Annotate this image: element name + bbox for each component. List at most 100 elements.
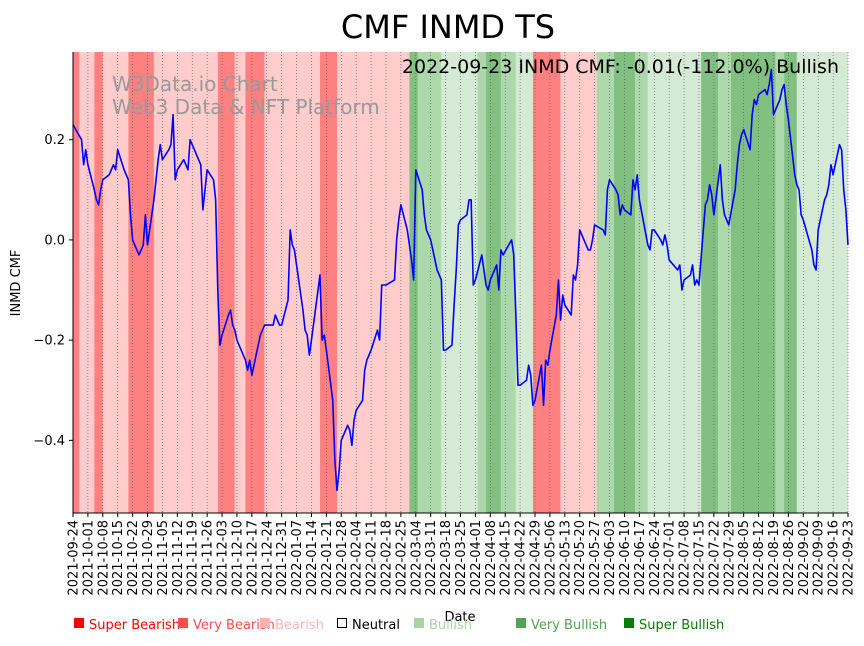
x-tick-label: 2022-04-29 bbox=[529, 520, 544, 596]
regime-band-bullish bbox=[500, 52, 516, 513]
x-tick-label: 2022-01-28 bbox=[335, 520, 350, 596]
x-tick-label: 2021-10-08 bbox=[96, 520, 111, 596]
y-tick-label: 0.0 bbox=[44, 233, 65, 248]
x-tick-label: 2021-11-19 bbox=[186, 520, 201, 596]
x-tick-label: 2022-06-03 bbox=[603, 520, 618, 596]
x-tick-label: 2021-09-24 bbox=[67, 520, 82, 596]
x-tick-label: 2021-10-29 bbox=[141, 520, 156, 596]
legend-label: Neutral bbox=[352, 618, 400, 633]
y-tick-label: 0.2 bbox=[44, 133, 65, 148]
x-tick-label: 2022-08-26 bbox=[782, 520, 797, 596]
x-tick-label: 2022-04-08 bbox=[484, 520, 499, 596]
x-tick-label: 2022-02-04 bbox=[350, 520, 365, 596]
y-tick-label: −0.2 bbox=[33, 334, 65, 349]
legend-label: Bearish bbox=[275, 618, 324, 633]
regime-band-bearish bbox=[264, 52, 320, 513]
y-tick-label: −0.4 bbox=[33, 434, 65, 449]
x-tick-label: 2022-02-11 bbox=[365, 520, 380, 596]
legend-entry: Bearish bbox=[260, 618, 324, 633]
x-tick-label: 2022-04-22 bbox=[514, 520, 529, 596]
legend-label: Super Bullish bbox=[639, 618, 724, 633]
legend-swatch bbox=[337, 618, 347, 628]
x-tick-label: 2021-12-03 bbox=[216, 520, 231, 596]
regime-band-very_bullish bbox=[784, 52, 797, 513]
regime-band-very_bearish bbox=[217, 52, 235, 513]
x-tick-label: 2021-10-01 bbox=[81, 520, 96, 596]
x-tick-label: 2021-10-15 bbox=[111, 520, 126, 596]
x-tick-label: 2022-09-09 bbox=[812, 520, 827, 596]
x-tick-label: 2022-03-18 bbox=[439, 520, 454, 596]
regime-band-very_bearish bbox=[94, 52, 103, 513]
x-tick-label: 2021-10-22 bbox=[126, 520, 141, 596]
regime-band-very_bullish bbox=[701, 52, 719, 513]
x-axis-label: Date bbox=[444, 610, 475, 625]
legend-swatch bbox=[516, 618, 526, 628]
x-tick-label: 2021-11-12 bbox=[171, 520, 186, 596]
regime-band-bullish bbox=[596, 52, 614, 513]
regime-band-very_bullish bbox=[613, 52, 636, 513]
y-axis-ticks: 0.2 0.0 −0.2 −0.4 bbox=[33, 133, 73, 449]
regime-band-very_bearish bbox=[245, 52, 265, 513]
x-tick-label: 2022-07-29 bbox=[722, 520, 737, 596]
x-tick-label: 2022-06-24 bbox=[648, 520, 663, 596]
x-axis-ticks: 2021-09-24 2021-10-01 2021-10-08 2021-10-15… bbox=[67, 513, 857, 596]
legend-entry: Very Bullish bbox=[516, 618, 607, 633]
x-tick-label: 2021-12-17 bbox=[245, 520, 260, 596]
x-tick-label: 2022-05-20 bbox=[573, 520, 588, 596]
x-tick-label: 2022-05-27 bbox=[588, 520, 603, 596]
y-axis-label: INMD CMF bbox=[9, 250, 24, 317]
regime-band-bearish bbox=[102, 52, 129, 513]
x-tick-label: 2022-05-13 bbox=[558, 520, 573, 596]
regime-band-bearish bbox=[337, 52, 410, 513]
legend-label: Very Bearish bbox=[193, 618, 275, 633]
x-tick-label: 2022-04-01 bbox=[469, 520, 484, 596]
regime-band-very_bullish bbox=[486, 52, 501, 513]
regime-band-very_bearish bbox=[532, 52, 561, 513]
regime-band-very_bearish bbox=[73, 52, 80, 513]
x-tick-label: 2022-08-19 bbox=[767, 520, 782, 596]
legend-swatch bbox=[414, 618, 424, 628]
legend-label: Bullish bbox=[429, 618, 472, 633]
x-tick-label: 2022-02-18 bbox=[379, 520, 394, 596]
x-tick-label: 2022-06-10 bbox=[618, 520, 633, 596]
regime-band-bullish bbox=[417, 52, 442, 513]
legend-entry: Neutral bbox=[337, 618, 400, 633]
x-tick-label: 2022-03-25 bbox=[454, 520, 469, 596]
legend-entry: Super Bearish bbox=[74, 618, 180, 633]
legend-label: Super Bearish bbox=[89, 618, 180, 633]
x-tick-label: 2022-07-22 bbox=[707, 520, 722, 596]
watermark-line-2: Web3 Data & NFT Platform bbox=[112, 95, 380, 119]
regime-band-bullish bbox=[775, 52, 785, 513]
x-tick-label: 2022-01-21 bbox=[320, 520, 335, 596]
x-tick-label: 2022-01-07 bbox=[290, 520, 305, 596]
x-tick-label: 2022-09-02 bbox=[797, 520, 812, 596]
x-tick-label: 2022-09-23 bbox=[842, 520, 857, 596]
regime-band-bearish bbox=[153, 52, 218, 513]
regime-band-bullish bbox=[477, 52, 487, 513]
regime-band-very_bullish bbox=[730, 52, 776, 513]
regime-band-neutral_green bbox=[796, 52, 848, 513]
x-tick-label: 2022-07-15 bbox=[692, 520, 707, 596]
regime-band-bearish bbox=[234, 52, 246, 513]
legend-swatch bbox=[260, 618, 270, 628]
regime-band-bearish bbox=[79, 52, 95, 513]
x-tick-label: 2021-11-05 bbox=[156, 520, 171, 596]
regime-band-very_bullish bbox=[409, 52, 418, 513]
x-tick-label: 2022-07-08 bbox=[678, 520, 693, 596]
regime-band-very_bearish bbox=[128, 52, 154, 513]
regime-band-bullish bbox=[718, 52, 731, 513]
x-tick-label: 2021-11-26 bbox=[201, 520, 216, 596]
x-tick-label: 2022-01-14 bbox=[305, 520, 320, 596]
x-tick-label: 2022-08-05 bbox=[737, 520, 752, 596]
x-tick-label: 2021-12-10 bbox=[230, 520, 245, 596]
x-tick-label: 2022-08-12 bbox=[752, 520, 767, 596]
regime-band-bearish bbox=[560, 52, 597, 513]
chart-title: CMF INMD TS bbox=[341, 8, 555, 46]
legend-swatch bbox=[624, 618, 634, 628]
x-tick-label: 2022-02-25 bbox=[394, 520, 409, 596]
regime-band-neutral_green bbox=[647, 52, 702, 513]
cmf-series-line bbox=[72, 68, 849, 492]
legend: Super Bearish Very Bearish Bearish Neutral B… bbox=[74, 618, 724, 633]
x-tick-label: 2022-03-04 bbox=[409, 520, 424, 596]
